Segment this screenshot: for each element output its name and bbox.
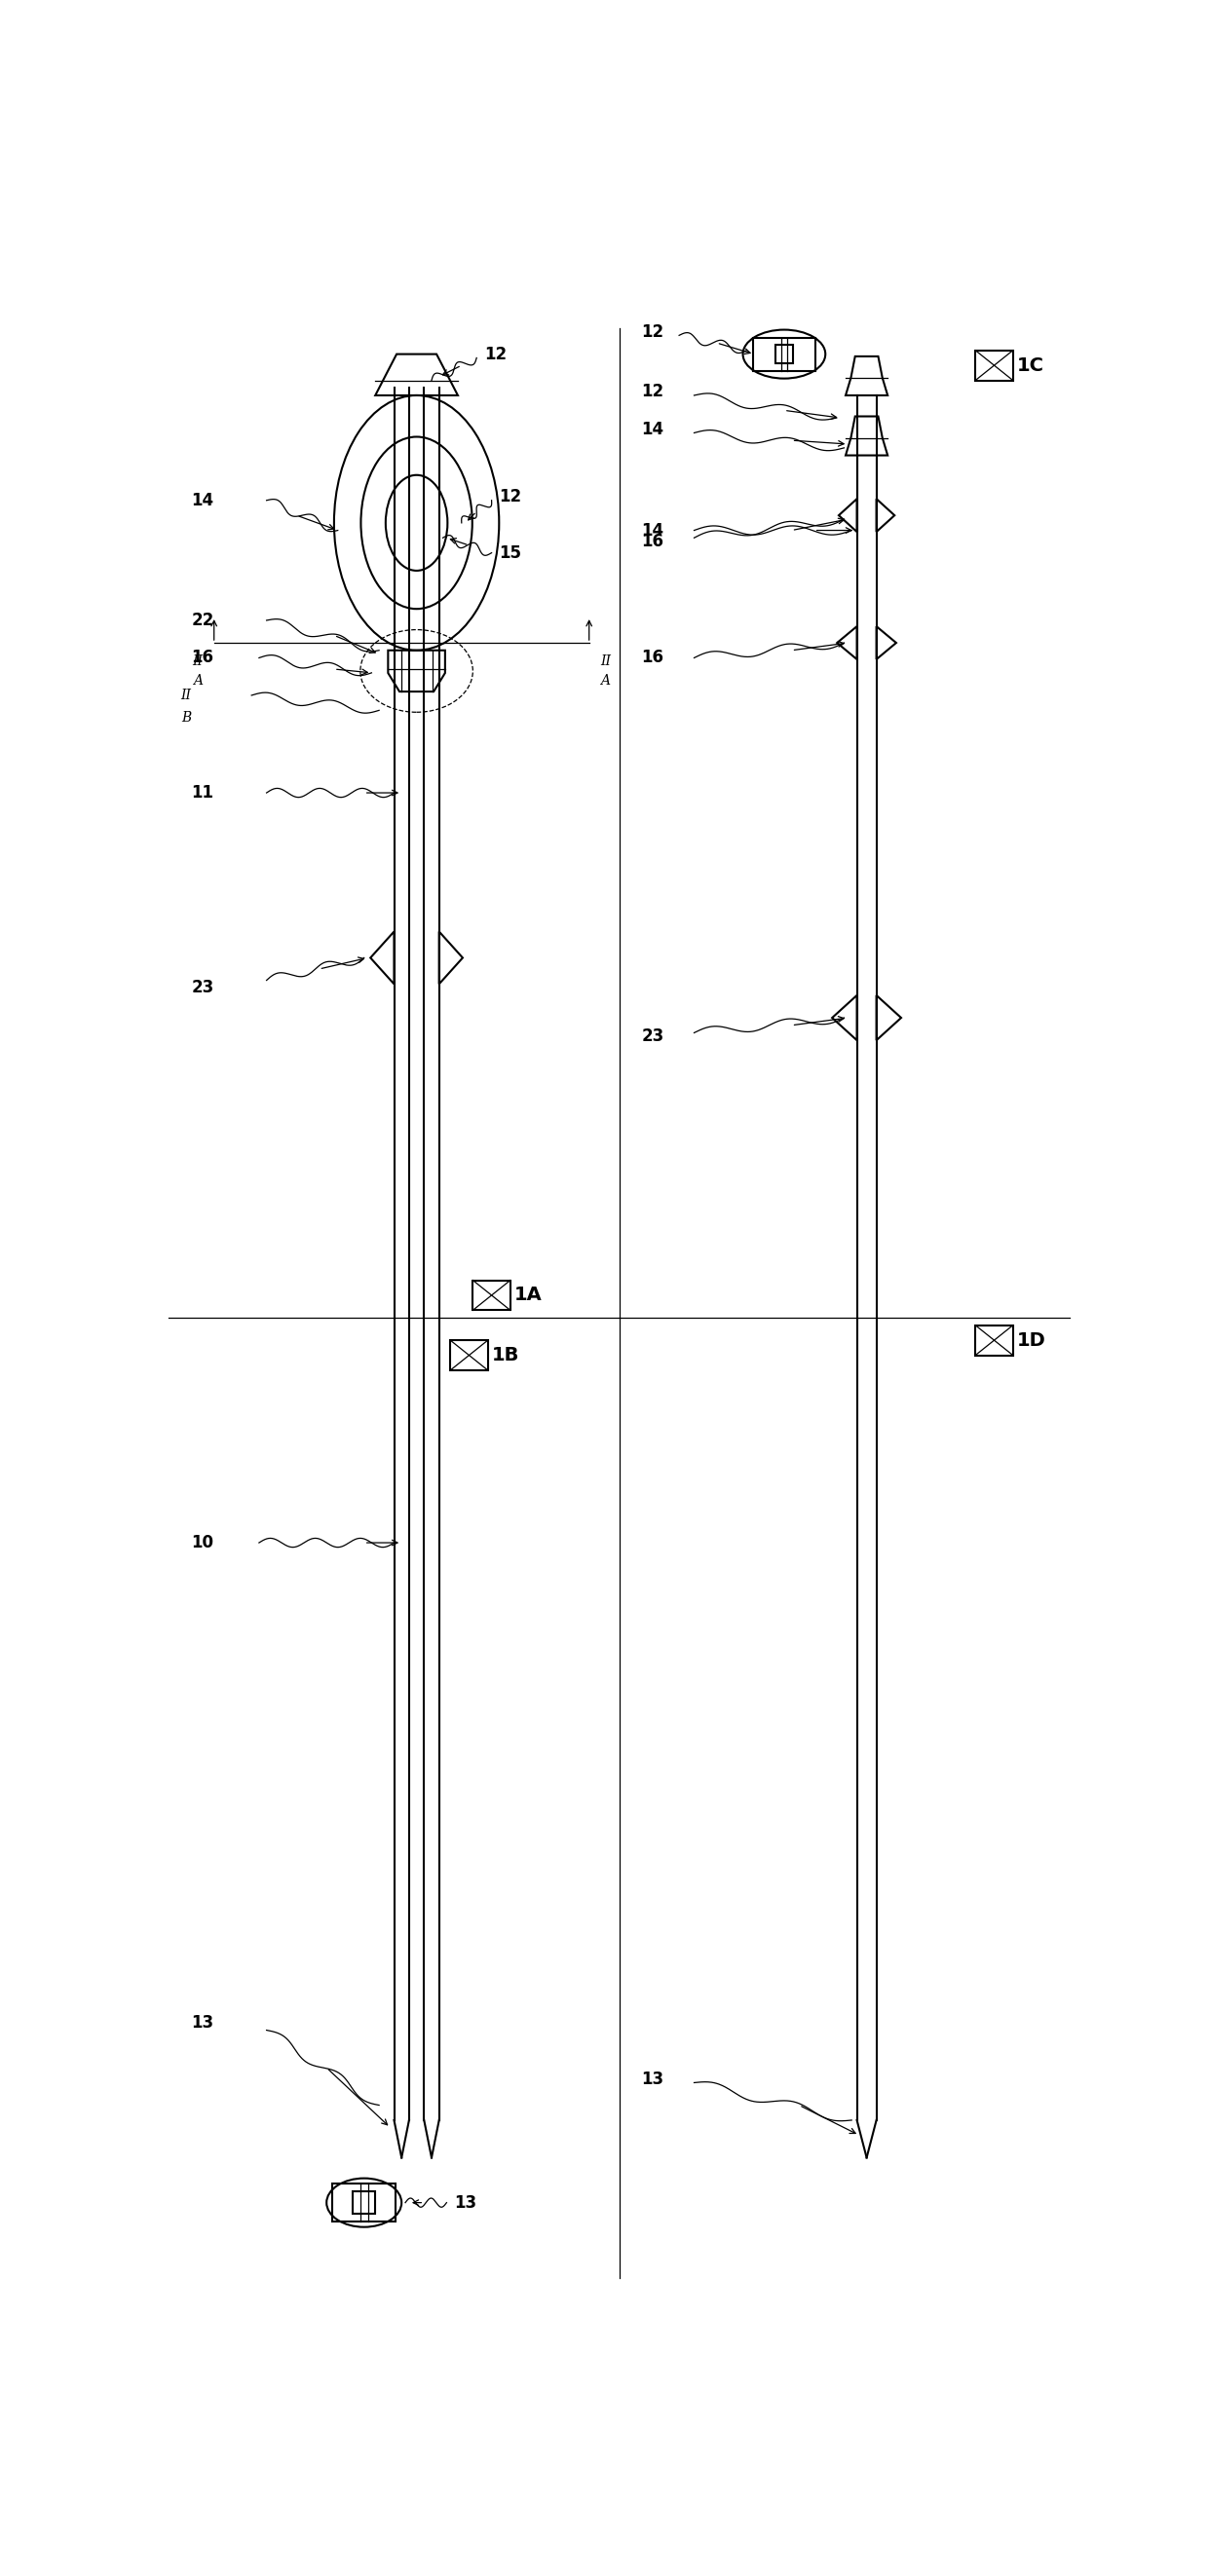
- Text: II: II: [192, 654, 203, 667]
- Text: 1B: 1B: [492, 1347, 519, 1365]
- Text: 14: 14: [641, 420, 664, 438]
- Text: 12: 12: [641, 322, 664, 340]
- Text: 11: 11: [192, 783, 214, 801]
- Text: 1A: 1A: [515, 1285, 542, 1303]
- Text: 13: 13: [641, 2071, 664, 2087]
- Text: 1C: 1C: [1017, 355, 1044, 374]
- Text: II: II: [600, 654, 611, 667]
- Text: 12: 12: [484, 345, 506, 363]
- Text: A: A: [600, 675, 610, 688]
- Bar: [472, 1280, 510, 1311]
- Bar: [451, 1340, 488, 1370]
- Text: II: II: [181, 688, 192, 703]
- Text: 22: 22: [192, 611, 214, 629]
- Text: 16: 16: [641, 649, 664, 667]
- Text: 13: 13: [454, 2195, 477, 2210]
- Bar: [975, 350, 1014, 381]
- Text: 12: 12: [499, 487, 522, 505]
- Text: 16: 16: [641, 533, 664, 551]
- Text: A: A: [193, 675, 203, 688]
- Text: 1D: 1D: [1017, 1332, 1046, 1350]
- Text: 23: 23: [641, 1028, 664, 1046]
- Text: 23: 23: [192, 979, 214, 997]
- Text: 12: 12: [641, 384, 664, 399]
- Bar: [975, 1324, 1014, 1355]
- Text: 16: 16: [192, 649, 214, 667]
- Text: 14: 14: [192, 492, 214, 510]
- Text: 10: 10: [192, 1533, 214, 1551]
- Text: 14: 14: [641, 520, 664, 538]
- Text: 15: 15: [499, 544, 522, 562]
- Text: B: B: [181, 711, 192, 724]
- Text: 13: 13: [192, 2014, 214, 2032]
